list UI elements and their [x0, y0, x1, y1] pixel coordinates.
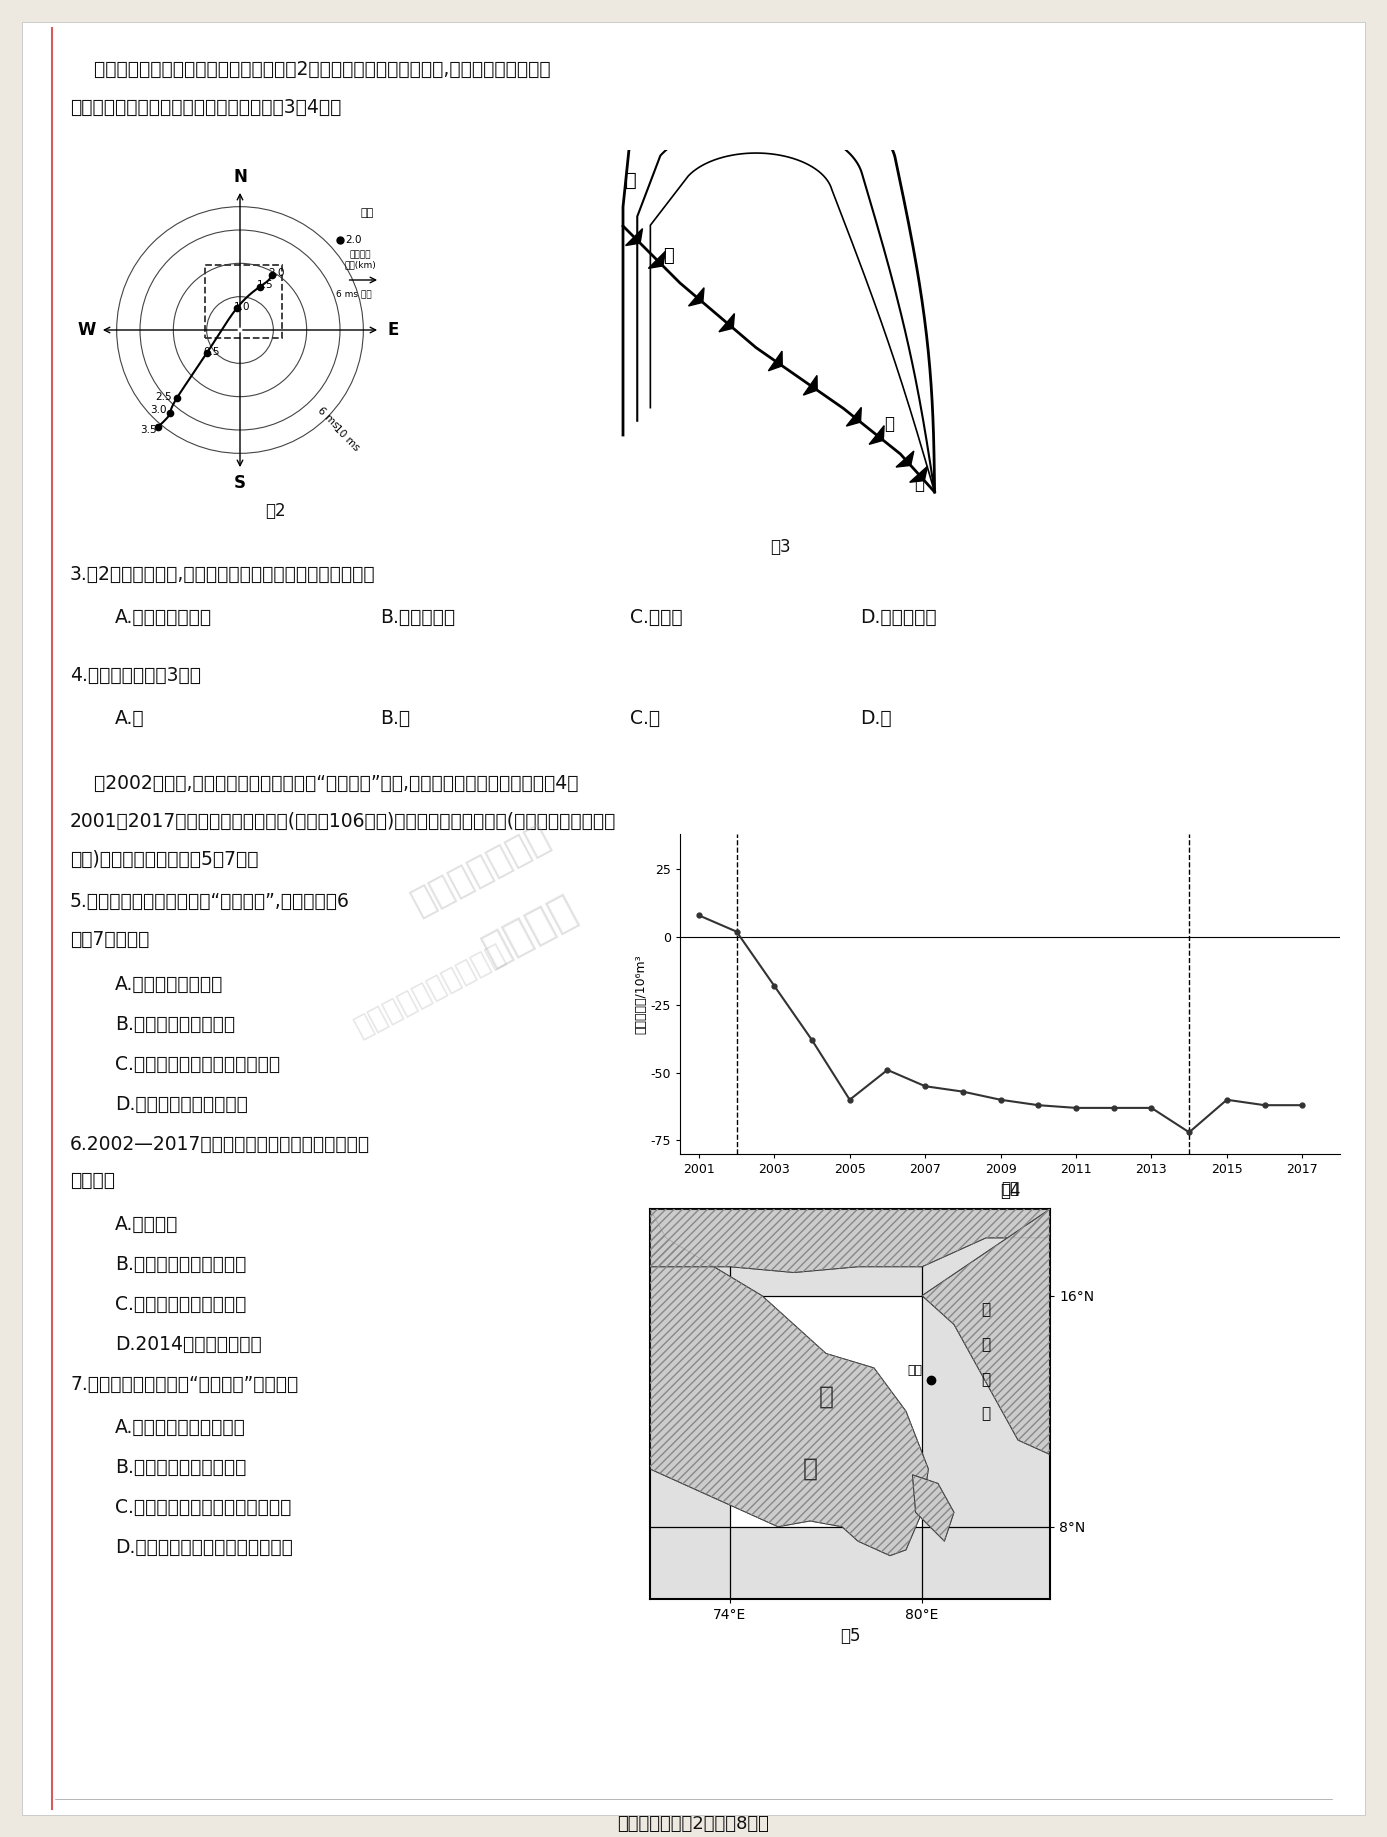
- Text: 甲: 甲: [624, 171, 637, 189]
- Text: C.河口三角洲呈现更为显著地蚀退: C.河口三角洲呈现更为显著地蚀退: [115, 1497, 291, 1517]
- Polygon shape: [768, 351, 782, 371]
- Text: 图例: 图例: [361, 208, 373, 219]
- Text: 金奈: 金奈: [907, 1363, 922, 1376]
- Text: 1.5: 1.5: [257, 279, 273, 290]
- Text: D.为防洪留出足够的库容: D.为防洪留出足够的库容: [115, 1095, 248, 1113]
- Text: A.水平气压梯度力: A.水平气压梯度力: [115, 608, 212, 626]
- Polygon shape: [870, 426, 884, 445]
- Text: 第一时间获取最新资料: 第一时间获取最新资料: [350, 939, 510, 1042]
- Text: 2.5: 2.5: [155, 391, 172, 402]
- Text: 刷量)。依据图文信息完成5～7题。: 刷量)。依据图文信息完成5～7题。: [69, 851, 258, 869]
- Text: C.淤积作用大于冲刷作用: C.淤积作用大于冲刷作用: [115, 1295, 247, 1313]
- Text: A.持续冲刷: A.持续冲刷: [115, 1214, 179, 1234]
- Text: S: S: [234, 474, 245, 492]
- Text: 同高度测得的风向、风速变化图。据此完成3～4题。: 同高度测得的风向、风速变化图。据此完成3～4题。: [69, 97, 341, 118]
- Text: 丙: 丙: [914, 476, 924, 494]
- Polygon shape: [922, 1209, 1050, 1455]
- Text: 印: 印: [818, 1385, 834, 1409]
- Text: 高考学子: 高考学子: [476, 887, 584, 972]
- Text: 拉: 拉: [982, 1372, 990, 1387]
- Text: D.丁: D.丁: [860, 709, 892, 727]
- Text: 月、7月的原因: 月、7月的原因: [69, 930, 150, 950]
- Text: D.惯性离心力: D.惯性离心力: [860, 608, 936, 626]
- Text: B.此时黄河含沙量最大: B.此时黄河含沙量最大: [115, 1016, 236, 1034]
- Text: 0.5: 0.5: [204, 347, 221, 356]
- Text: 孟: 孟: [982, 1302, 990, 1317]
- Text: B.早期冲刷作用强于后期: B.早期冲刷作用强于后期: [115, 1255, 247, 1275]
- Polygon shape: [846, 408, 861, 426]
- Text: 丁: 丁: [884, 415, 895, 432]
- Text: 5.黄河小浪底水利枢纽实施“调水调沙”,往往选择在6: 5.黄河小浪底水利枢纽实施“调水调沙”,往往选择在6: [69, 893, 350, 911]
- Text: B.地转偏向力: B.地转偏向力: [380, 608, 455, 626]
- Text: 6.2002—2017年黄河下游利津以下河段冲淤作用: 6.2002—2017年黄河下游利津以下河段冲淤作用: [69, 1135, 370, 1154]
- Text: W: W: [78, 321, 96, 340]
- Text: C.此时黄河下游河段缺水最严重: C.此时黄河下游河段缺水最严重: [115, 1054, 280, 1075]
- Bar: [205, 265, 282, 338]
- Text: 1.0: 1.0: [233, 301, 250, 312]
- Y-axis label: 累积冲淤量/10⁶m³: 累积冲淤量/10⁶m³: [635, 953, 648, 1034]
- Polygon shape: [626, 228, 642, 246]
- X-axis label: 年份: 年份: [1001, 1181, 1019, 1196]
- Text: 图4: 图4: [1000, 1181, 1021, 1200]
- Text: 度: 度: [803, 1457, 817, 1481]
- Text: 3.0: 3.0: [150, 404, 166, 415]
- Text: 距地面的
高度(km): 距地面的 高度(km): [344, 250, 376, 270]
- Text: C.丙: C.丙: [630, 709, 660, 727]
- Text: 的状况是: 的状况是: [69, 1170, 115, 1190]
- Text: 位于锋面上下的风往往存在明显差异。图2为我国东部某地锋面过境时,自下而上垂直方向不: 位于锋面上下的风往往存在明显差异。图2为我国东部某地锋面过境时,自下而上垂直方向…: [69, 61, 551, 79]
- Text: 图2: 图2: [265, 502, 286, 520]
- Polygon shape: [648, 252, 666, 268]
- Text: 高三地理试题第2页（共8页）: 高三地理试题第2页（共8页）: [617, 1815, 768, 1833]
- Text: 加: 加: [982, 1337, 990, 1352]
- Text: C.摩擦力: C.摩擦力: [630, 608, 682, 626]
- Polygon shape: [803, 375, 817, 395]
- Text: 3.5: 3.5: [140, 424, 157, 435]
- Polygon shape: [651, 1209, 928, 1556]
- Polygon shape: [651, 1209, 1050, 1273]
- Text: 4.该测站应位于图3中的: 4.该测站应位于图3中的: [69, 667, 201, 685]
- Text: B.黄河下游缺水更为严重: B.黄河下游缺水更为严重: [115, 1459, 247, 1477]
- Text: A.河口附近泥沙颗粒变细: A.河口附近泥沙颗粒变细: [115, 1418, 245, 1437]
- Polygon shape: [718, 314, 735, 332]
- Text: 3.图2中虚线区域内,引起风向沿垂直方向发生变化的因素是: 3.图2中虚线区域内,引起风向沿垂直方向发生变化的因素是: [69, 566, 376, 584]
- Text: B.乙: B.乙: [380, 709, 411, 727]
- Text: 2001－2017年黄河下游利津水文站(距河口106千米)以下河段累积冲淤量图(冲淤量＝淤积量一冲: 2001－2017年黄河下游利津水文站(距河口106千米)以下河段累积冲淤量图(…: [69, 812, 616, 830]
- Polygon shape: [896, 452, 914, 467]
- Text: D.2014年冲刷作用最强: D.2014年冲刷作用最强: [115, 1335, 262, 1354]
- Text: 湾: 湾: [982, 1407, 990, 1422]
- Text: 10 ms: 10 ms: [331, 424, 362, 454]
- Text: 乙: 乙: [663, 248, 674, 265]
- Polygon shape: [688, 288, 705, 307]
- Text: 微信搜索小程序: 微信搜索小程序: [405, 819, 555, 920]
- Text: 图3: 图3: [770, 538, 791, 557]
- Polygon shape: [913, 1475, 954, 1541]
- Text: 2.0: 2.0: [269, 268, 284, 279]
- Text: 从2002年开始,黄河小浪底水利枢纽实施“调水调沙”工程,对黄河下游河段冲沙减淤。图4为: 从2002年开始,黄河小浪底水利枢纽实施“调水调沙”工程,对黄河下游河段冲沙减淤…: [69, 773, 578, 794]
- Polygon shape: [910, 467, 928, 483]
- Text: 2.0: 2.0: [345, 235, 362, 244]
- Text: A.此时黄河水量最大: A.此时黄河水量最大: [115, 975, 223, 994]
- Text: 6 ms 风速: 6 ms 风速: [336, 288, 372, 298]
- Text: 6 ms: 6 ms: [316, 406, 341, 432]
- Text: 7.黄河小浪底水利枢纽“调水调沙”可能导致: 7.黄河小浪底水利枢纽“调水调沙”可能导致: [69, 1376, 298, 1394]
- Text: E: E: [387, 321, 399, 340]
- Text: 图5: 图5: [839, 1628, 860, 1644]
- Text: N: N: [233, 167, 247, 186]
- Text: A.甲: A.甲: [115, 709, 144, 727]
- Text: D.黄河河口河段河流改道更为频繁: D.黄河河口河段河流改道更为频繁: [115, 1538, 293, 1558]
- Polygon shape: [730, 1295, 922, 1527]
